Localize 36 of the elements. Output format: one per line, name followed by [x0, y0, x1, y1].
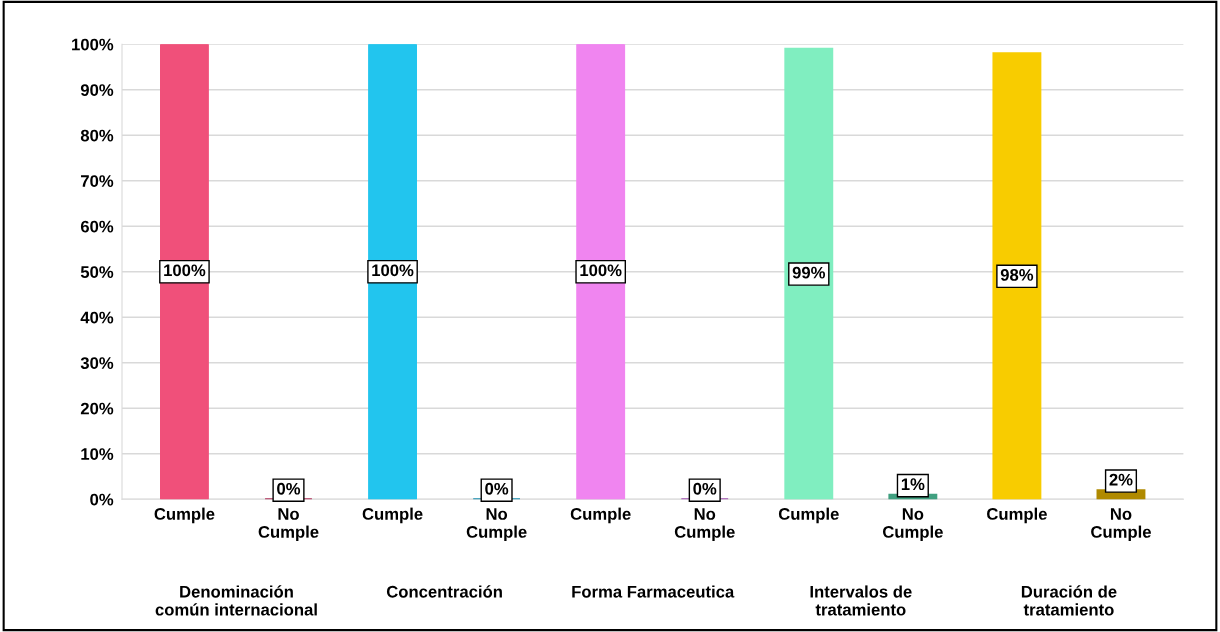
- x-tick-label: Cumple: [778, 507, 839, 524]
- y-tick-label: 50%: [80, 266, 114, 278]
- y-tick-label: 20%: [80, 402, 114, 415]
- text: Duración de tratamiento: [1021, 585, 1117, 616]
- data-label: 100%: [372, 264, 414, 277]
- y-tick-label: 90%: [80, 84, 114, 96]
- y-tick-label: 0%: [90, 493, 114, 506]
- data-label: 2%: [1109, 473, 1133, 486]
- data-label: 1%: [901, 478, 925, 491]
- y-tick-label: 80%: [80, 129, 114, 142]
- data-label: 0%: [277, 482, 301, 495]
- data-label: 98%: [1000, 268, 1034, 281]
- x-tick-label: Cumple: [570, 507, 631, 524]
- x-tick-label: No Cumple: [466, 508, 527, 542]
- text: Concentración: [386, 585, 502, 598]
- x-tick-label: No Cumple: [1091, 508, 1151, 542]
- x-tick-label: Cumple: [987, 507, 1047, 524]
- x-tick-label: No Cumple: [882, 508, 943, 542]
- y-tick-label: 10%: [81, 448, 114, 460]
- text: Denominación común internacional: [155, 585, 317, 616]
- y-tick-label: 30%: [80, 357, 114, 369]
- data-label: 100%: [580, 264, 622, 277]
- y-tick-label: 100%: [72, 38, 114, 51]
- data-label: 99%: [792, 266, 826, 279]
- x-tick-label: Cumple: [362, 507, 423, 524]
- y-tick-label: 60%: [80, 220, 114, 233]
- y-tick-label: 70%: [81, 175, 114, 187]
- data-label: 0%: [485, 482, 509, 495]
- text: Forma Farmaceutica: [572, 585, 735, 598]
- x-tick-label: Cumple: [154, 507, 215, 524]
- x-tick-label: No Cumple: [674, 508, 735, 542]
- text: Intervalos de tratamiento: [810, 585, 912, 616]
- data-label: 0%: [693, 482, 717, 495]
- data-label: 100%: [164, 264, 206, 277]
- x-tick-label: No Cumple: [258, 508, 319, 542]
- y-tick-label: 40%: [80, 311, 114, 324]
